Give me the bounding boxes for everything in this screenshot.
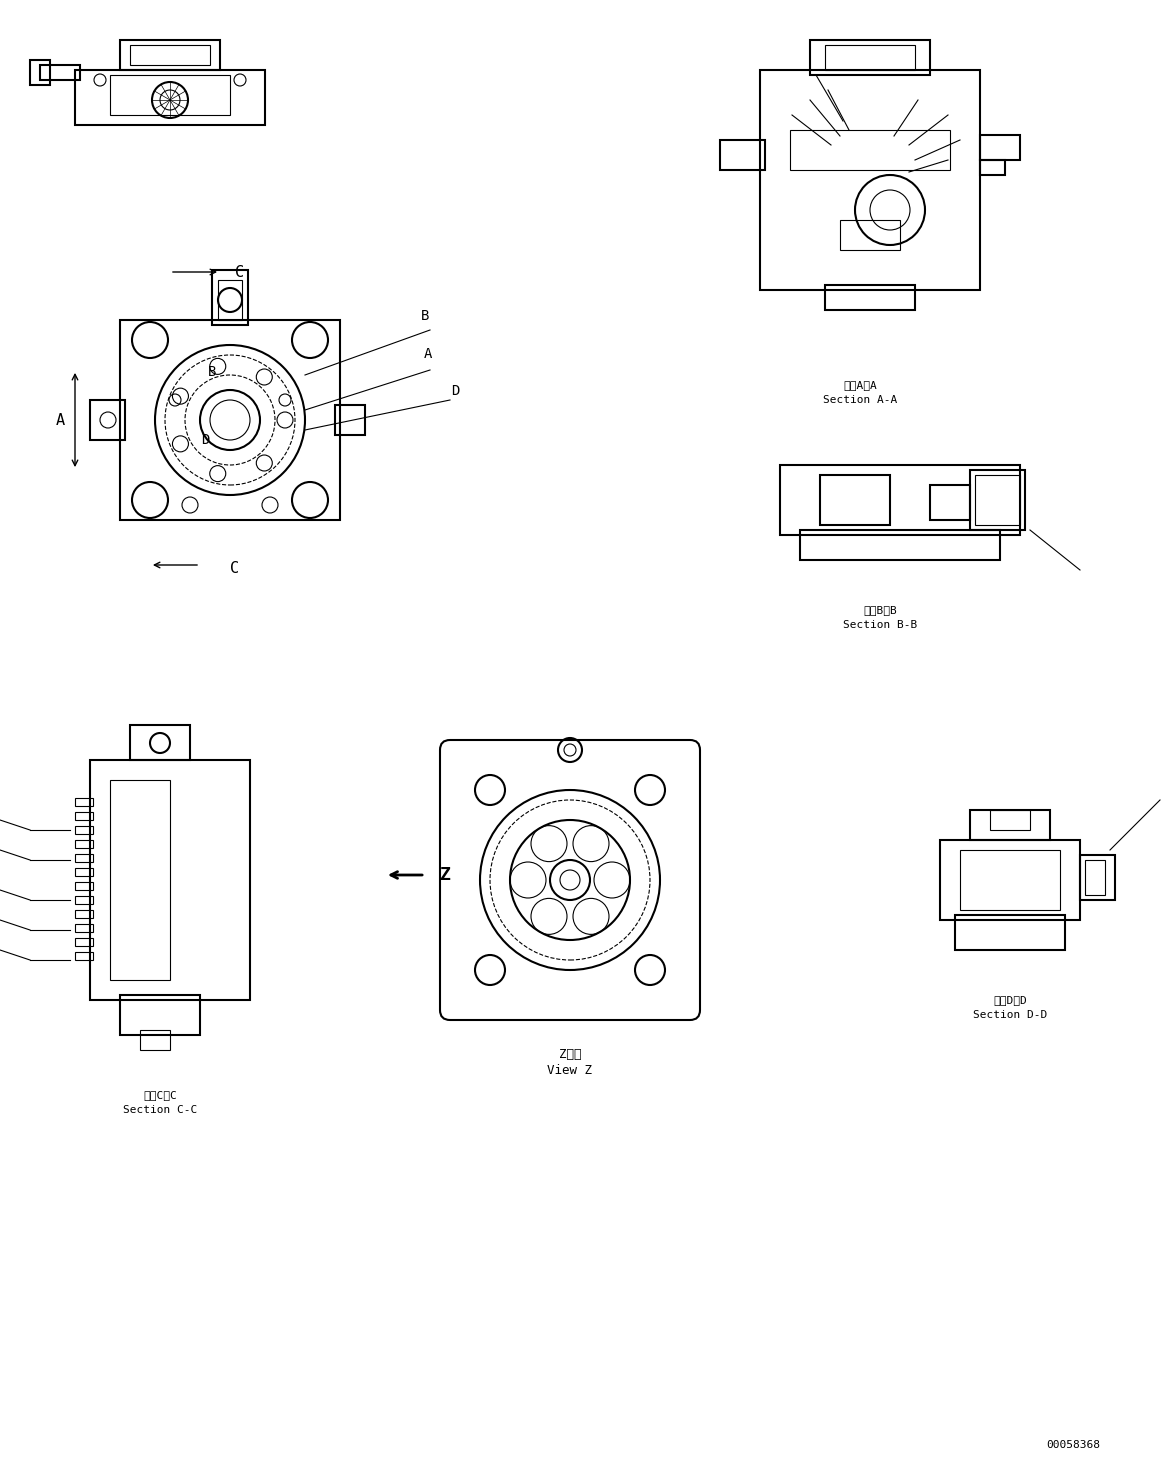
Bar — [120, 40, 220, 70]
Text: Section A-A: Section A-A — [823, 395, 897, 406]
Bar — [1085, 860, 1105, 895]
Text: Z: Z — [440, 866, 451, 884]
Text: A: A — [56, 413, 65, 428]
Text: View Z: View Z — [548, 1064, 592, 1076]
Bar — [74, 910, 93, 918]
Text: 断面A－A: 断面A－A — [843, 380, 877, 391]
Bar — [790, 130, 950, 170]
Bar — [940, 841, 1080, 921]
Bar — [130, 725, 190, 761]
Bar — [970, 810, 1050, 841]
Bar — [110, 75, 230, 115]
Text: Section B-B: Section B-B — [843, 620, 918, 630]
Text: 断面D－D: 断面D－D — [993, 995, 1027, 1005]
Bar — [840, 221, 900, 250]
Text: A: A — [423, 346, 433, 361]
Text: B: B — [421, 309, 429, 323]
Bar — [110, 780, 170, 980]
Text: 断面B－B: 断面B－B — [863, 605, 897, 616]
Text: B: B — [208, 366, 216, 379]
Bar — [980, 160, 1005, 175]
Bar — [780, 465, 1020, 534]
Text: 00058368: 00058368 — [1046, 1440, 1100, 1450]
Bar — [74, 841, 93, 848]
Bar — [975, 475, 1020, 525]
Bar — [980, 135, 1020, 160]
Text: Section D-D: Section D-D — [973, 1009, 1047, 1020]
Bar — [212, 269, 248, 326]
Bar — [74, 952, 93, 961]
Text: D: D — [201, 434, 209, 447]
Text: C: C — [235, 265, 244, 280]
Bar — [120, 995, 200, 1035]
Bar — [990, 810, 1030, 830]
Bar — [74, 924, 93, 932]
Bar — [74, 867, 93, 876]
Text: C: C — [230, 561, 240, 576]
Text: 断面C－C: 断面C－C — [143, 1089, 177, 1100]
Bar — [130, 44, 211, 65]
Bar — [825, 44, 915, 70]
Bar — [74, 895, 93, 904]
Bar — [40, 65, 80, 80]
Bar — [820, 475, 890, 525]
Bar — [970, 471, 1025, 530]
Bar — [809, 40, 930, 75]
Bar — [759, 70, 980, 290]
Text: Section C-C: Section C-C — [123, 1106, 197, 1114]
Bar — [30, 61, 50, 84]
Bar — [74, 813, 93, 820]
Bar — [335, 406, 365, 435]
Bar — [140, 1030, 170, 1049]
Bar — [74, 938, 93, 946]
Bar — [74, 854, 93, 861]
Text: D: D — [451, 383, 459, 398]
Bar — [930, 485, 970, 519]
Bar — [217, 280, 242, 320]
Bar — [120, 320, 340, 519]
Bar — [800, 530, 1000, 559]
Bar — [959, 850, 1059, 910]
Bar — [90, 761, 250, 1000]
Bar — [720, 141, 765, 170]
Bar — [825, 286, 915, 309]
Bar — [74, 826, 93, 835]
Bar — [955, 915, 1065, 950]
Bar — [1080, 855, 1115, 900]
Bar — [74, 798, 93, 807]
Bar — [74, 882, 93, 889]
Bar — [74, 70, 265, 124]
Bar — [90, 400, 124, 440]
Text: Z　視: Z 視 — [558, 1048, 582, 1061]
